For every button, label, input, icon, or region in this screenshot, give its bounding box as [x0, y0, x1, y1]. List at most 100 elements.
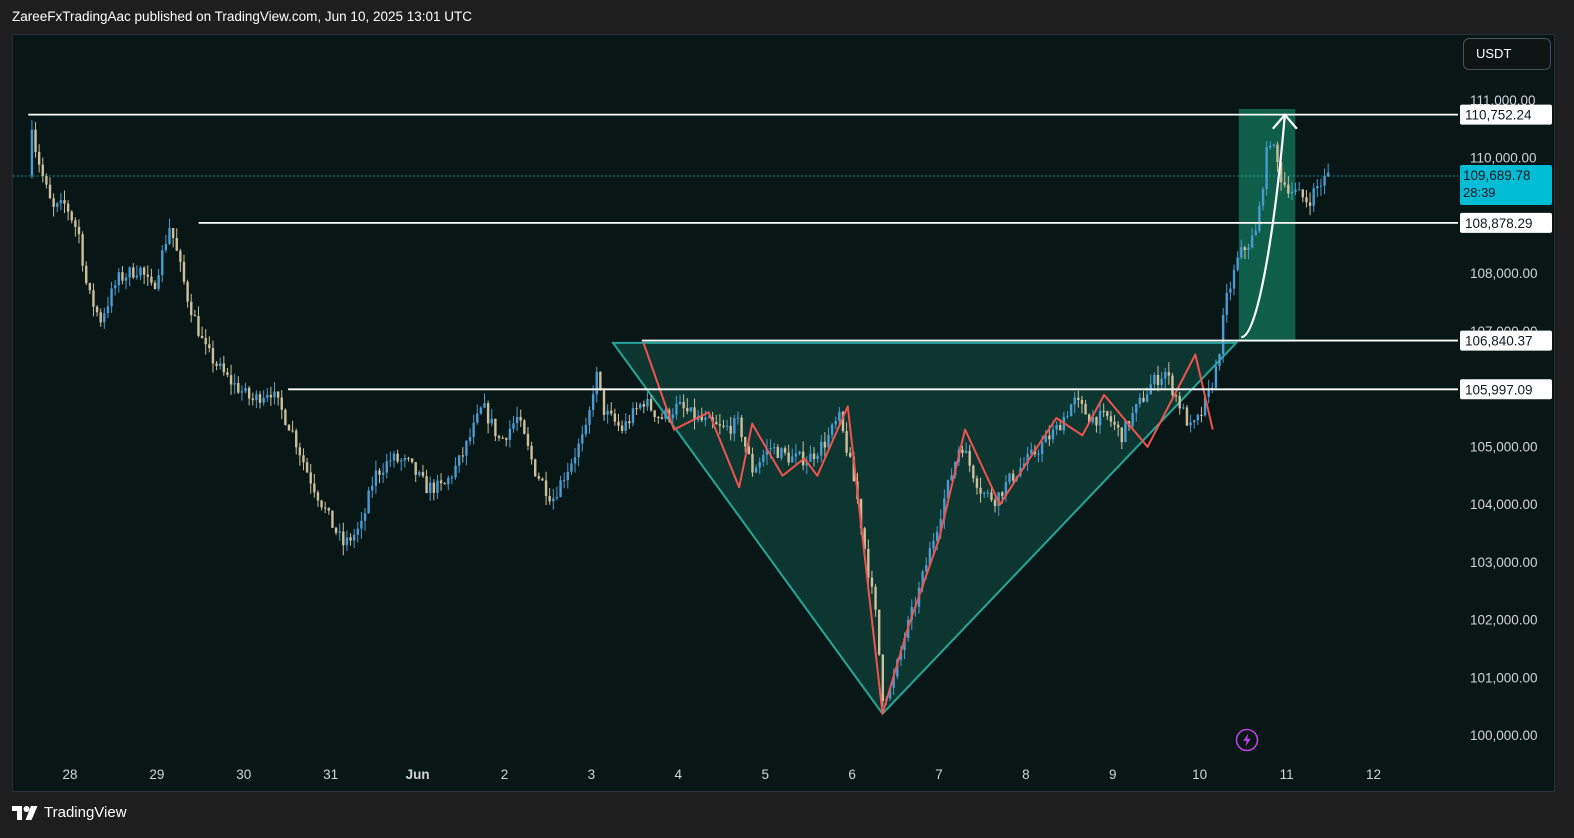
candle-body [66, 203, 70, 212]
candle-body [171, 228, 175, 238]
candle-body [791, 456, 794, 463]
candle-body [465, 441, 468, 456]
candle-body [602, 388, 606, 415]
candle-body [360, 520, 363, 529]
candle-body [497, 436, 501, 438]
candle-body [1254, 231, 1257, 236]
level-price-tag [1460, 379, 1552, 400]
candle-body [1203, 396, 1207, 416]
candle-body [1279, 162, 1283, 183]
candle-body [349, 537, 352, 541]
candle-body [1077, 397, 1080, 400]
candle-body [150, 276, 153, 283]
candle-body [1160, 378, 1163, 385]
candle-body [642, 404, 646, 407]
candle-body [298, 447, 302, 456]
candle-body [1026, 453, 1029, 464]
candle-body [302, 455, 305, 463]
candle-body [1145, 394, 1149, 402]
candle-body [1084, 403, 1087, 415]
level-price-tag [1460, 212, 1552, 233]
candle-body [867, 548, 870, 578]
candle-body [425, 476, 428, 494]
candle-body [418, 472, 421, 475]
candle-body [841, 411, 845, 432]
candle-body [877, 609, 881, 655]
candle-body [812, 453, 816, 459]
candle-body [1055, 425, 1058, 430]
x-axis-tick-label: Jun [406, 767, 430, 782]
candle-body [273, 391, 276, 398]
candle-body [943, 498, 946, 520]
candle-body [276, 391, 280, 398]
candle-body [414, 462, 417, 475]
candle-body [161, 250, 164, 276]
candle-body [1287, 184, 1290, 194]
price-chart[interactable]: 100,000.00 101,000.00 102,000.00 103,000.00… [13, 35, 1556, 793]
candle-body [410, 458, 414, 463]
currency-button[interactable]: USDT [1463, 38, 1551, 70]
candle-body [892, 676, 895, 688]
candle-body [1008, 473, 1011, 483]
candle-body [179, 250, 182, 262]
candle-body [59, 200, 63, 204]
candle-body [1225, 292, 1228, 315]
candle-body [1240, 247, 1243, 258]
lightning-icon[interactable] [1235, 728, 1259, 752]
candle-body [211, 348, 215, 364]
candle-body [1247, 247, 1250, 251]
candle-body [849, 452, 852, 457]
candle-body [486, 403, 490, 424]
candle-body [1116, 424, 1120, 428]
candle-body [827, 434, 830, 448]
candle-body [258, 394, 262, 403]
candle-body [95, 306, 99, 313]
candle-body [562, 480, 566, 482]
candle-body [316, 492, 320, 501]
candle-body [1037, 453, 1040, 455]
x-axis-tick-label: 8 [1022, 767, 1030, 782]
candle-body [671, 414, 674, 419]
chart-area[interactable]: 100,000.00 101,000.00 102,000.00 103,000.00… [12, 34, 1555, 792]
x-axis-tick-label: 5 [761, 767, 769, 782]
candle-body [1290, 191, 1294, 194]
candle-body [432, 482, 436, 493]
candle-body [805, 461, 808, 466]
candle-body [682, 402, 685, 409]
x-axis-tick-label: 11 [1280, 767, 1294, 782]
candle-body [186, 281, 189, 302]
candle-body [874, 586, 877, 610]
candle-body [925, 565, 928, 572]
candle-body [834, 420, 837, 425]
candle-body [704, 417, 707, 421]
candle-body [1030, 449, 1033, 454]
candle-body [392, 453, 396, 461]
tradingview-logo-icon [12, 805, 38, 821]
candle-body [1059, 425, 1062, 431]
candle-body [993, 499, 997, 507]
candle-body [255, 394, 258, 401]
candle-body [1135, 404, 1138, 413]
candle-body [982, 492, 986, 494]
candle-body [309, 472, 312, 484]
candle-body [635, 408, 638, 410]
candle-body [1211, 387, 1214, 389]
candle-body [838, 411, 841, 421]
candle-body [736, 417, 740, 419]
candle-body [1232, 269, 1236, 289]
candle-body [218, 363, 222, 367]
candle-body [168, 228, 171, 244]
candle-body [34, 129, 37, 153]
candle-body [45, 175, 48, 185]
candle-body [700, 415, 703, 421]
candle-body [385, 461, 388, 473]
candle-body [1011, 473, 1015, 481]
candle-body [990, 492, 993, 500]
level-price-text: 110,752.24 [1465, 108, 1532, 123]
level-price-text: 105,997.09 [1465, 382, 1533, 397]
candle-body [182, 261, 186, 282]
candle-body [534, 459, 537, 477]
candle-body [675, 403, 678, 415]
candle-body [367, 490, 370, 514]
candle-body [106, 306, 110, 314]
